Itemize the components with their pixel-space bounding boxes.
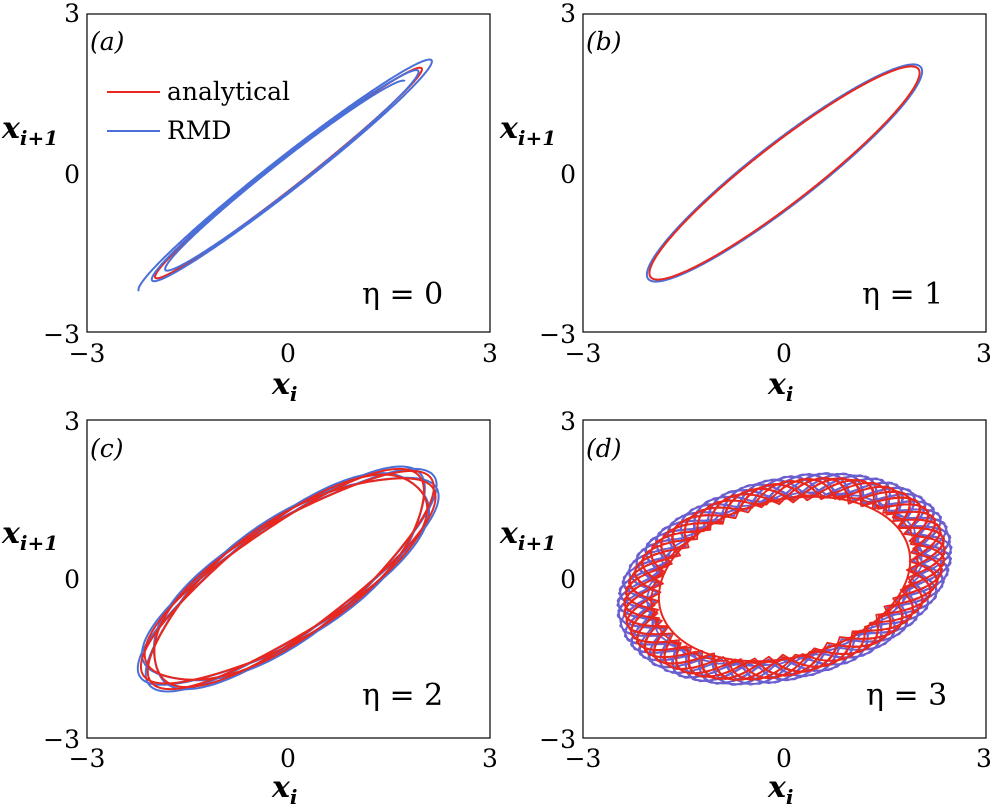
series-rmd-curve (616, 472, 953, 686)
legend-label-analytical: analytical (167, 77, 290, 106)
x-tick-mid: 0 (776, 339, 792, 368)
y-tick-top: 3 (64, 0, 80, 28)
y-axis-label: xi+1 (499, 516, 556, 555)
x-axis-label: xi (767, 367, 794, 406)
y-axis-label: xi+1 (1, 111, 58, 150)
y-tick-mid: 0 (560, 160, 576, 189)
panel-label: (a) (90, 27, 124, 56)
series-group (616, 472, 953, 686)
series-analytical-core-curve (657, 495, 912, 663)
y-tick-top: 3 (560, 407, 576, 436)
x-tick-right: 3 (482, 744, 498, 773)
eta-annotation: η = 2 (362, 678, 443, 713)
series-analytical-curve (139, 467, 437, 691)
x-tick-mid: 0 (776, 744, 792, 773)
x-axis-label: xi (767, 770, 794, 808)
plot-frame (86, 13, 491, 333)
x-tick-left: −3 (69, 744, 106, 773)
series-group (137, 58, 433, 292)
x-tick-left: −3 (565, 339, 602, 368)
x-tick-left: −3 (565, 744, 602, 773)
y-tick-mid: 0 (64, 565, 80, 594)
y-axis-label: xi+1 (1, 516, 58, 555)
y-tick-bottom: −3 (539, 725, 576, 754)
x-tick-mid: 0 (280, 744, 296, 773)
series-group (136, 465, 440, 693)
eta-annotation: η = 3 (866, 678, 947, 713)
y-tick-top: 3 (64, 407, 80, 436)
plot-frame (582, 419, 987, 739)
panel-c: (c) 3 0 −3 −3 0 3 xi xi+1 η = 2 (1, 407, 498, 808)
x-tick-right: 3 (976, 744, 992, 773)
y-tick-bottom: −3 (43, 320, 80, 349)
x-tick-right: 3 (482, 339, 498, 368)
plot-frame (582, 13, 987, 333)
y-tick-bottom: −3 (539, 320, 576, 349)
y-tick-mid: 0 (560, 565, 576, 594)
panel-b: (b) 3 0 −3 −3 0 3 xi xi+1 η = 1 (499, 0, 992, 406)
x-tick-right: 3 (976, 339, 992, 368)
eta-annotation: η = 1 (862, 277, 943, 312)
series-analytical-curve (648, 65, 921, 281)
series-rmd-curve (137, 58, 433, 292)
legend: analytical RMD (107, 77, 290, 145)
series-rmd-curve (645, 63, 924, 283)
x-tick-mid: 0 (280, 339, 296, 368)
panel-label: (b) (586, 27, 622, 56)
panel-a: (a) 3 0 −3 −3 0 3 xi xi+1 η = 0 analytic… (1, 0, 498, 406)
y-axis-label: xi+1 (499, 111, 556, 150)
y-tick-mid: 0 (64, 160, 80, 189)
y-tick-top: 3 (560, 0, 576, 28)
panel-label: (d) (586, 434, 622, 463)
series-rmd-curve (136, 465, 440, 693)
series-analytical-curve (622, 476, 947, 682)
x-tick-left: −3 (69, 339, 106, 368)
legend-label-rmd: RMD (167, 116, 231, 145)
panel-label: (c) (90, 434, 124, 463)
x-axis-label: xi (271, 367, 298, 406)
x-axis-label: xi (271, 770, 298, 808)
series-group (645, 63, 924, 283)
eta-annotation: η = 0 (362, 277, 443, 312)
plot-frame (86, 419, 491, 739)
panel-d: (d) 3 0 −3 −3 0 3 xi xi+1 η = 3 (499, 407, 992, 808)
y-tick-bottom: −3 (43, 725, 80, 754)
